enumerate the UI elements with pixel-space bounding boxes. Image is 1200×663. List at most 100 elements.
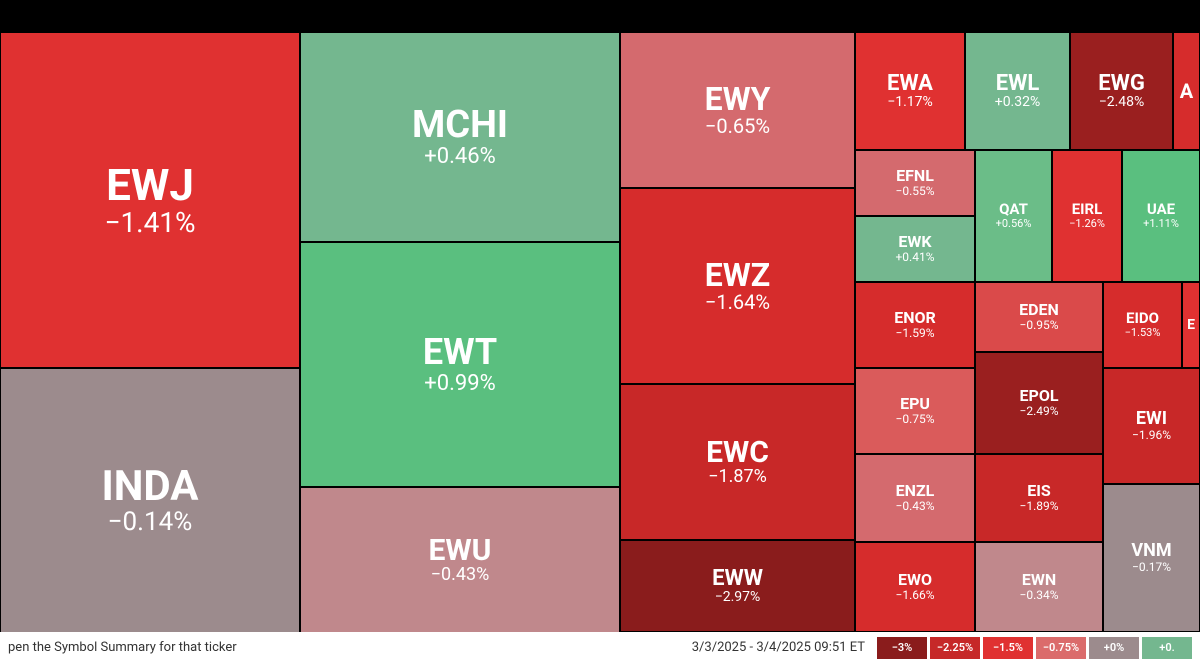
- cell-ticker: EPU: [900, 396, 930, 413]
- treemap-cell-eido[interactable]: EIDO−1.53%: [1103, 282, 1182, 368]
- treemap-cell-ewz[interactable]: EWZ−1.64%: [620, 188, 855, 384]
- treemap-cell-ewo[interactable]: EWO−1.66%: [855, 542, 975, 632]
- cell-change: −1.64%: [705, 292, 770, 313]
- cell-ticker: EWI: [1136, 410, 1167, 429]
- footer-bar: pen the Symbol Summary for that ticker 3…: [0, 632, 1200, 663]
- treemap-cell-a[interactable]: A: [1173, 32, 1200, 150]
- cell-ticker: EIS: [1027, 483, 1051, 500]
- legend-swatch: +0%: [1089, 637, 1139, 659]
- cell-change: −1.26%: [1069, 218, 1105, 230]
- cell-change: −1.89%: [1019, 500, 1058, 513]
- cell-change: −0.17%: [1132, 561, 1171, 574]
- cell-ticker: EIDO: [1126, 311, 1159, 327]
- cell-ticker: EWO: [898, 572, 932, 589]
- cell-ticker: EWG: [1098, 72, 1145, 95]
- cell-ticker: EFNL: [896, 168, 934, 185]
- cell-change: −0.65%: [705, 116, 770, 137]
- cell-ticker: EWN: [1022, 572, 1056, 589]
- cell-change: −0.14%: [108, 509, 193, 536]
- cell-ticker: EWT: [423, 334, 497, 372]
- legend-swatch: −1.5%: [983, 637, 1033, 659]
- treemap-cell-ewy[interactable]: EWY−0.65%: [620, 32, 855, 188]
- cell-ticker: EIRL: [1072, 202, 1103, 218]
- cell-change: −1.17%: [887, 95, 933, 110]
- treemap-cell-ewg[interactable]: EWG−2.48%: [1070, 32, 1173, 150]
- cell-change: −1.53%: [1125, 327, 1161, 339]
- cell-change: −1.59%: [895, 327, 934, 340]
- treemap-cell-ewc[interactable]: EWC−1.87%: [620, 384, 855, 540]
- legend-swatch: +0.: [1142, 637, 1192, 659]
- treemap-cell-ewi[interactable]: EWI−1.96%: [1103, 368, 1200, 484]
- cell-ticker: EWK: [898, 234, 931, 251]
- cell-change: −1.96%: [1132, 429, 1171, 442]
- cell-ticker: E: [1187, 318, 1195, 333]
- treemap-cell-eden[interactable]: EDEN−0.95%: [975, 282, 1103, 352]
- treemap-cell-ewk[interactable]: EWK+0.41%: [855, 216, 975, 282]
- cell-change: +0.56%: [996, 218, 1032, 230]
- cell-ticker: INDA: [101, 465, 198, 509]
- treemap-cell-ewn[interactable]: EWN−0.34%: [975, 542, 1103, 632]
- footer-timestamp: 3/3/2025 - 3/4/2025 09:51 ET: [692, 640, 865, 655]
- treemap-cell-ewt[interactable]: EWT+0.99%: [300, 242, 620, 487]
- legend-swatch: −0.75%: [1036, 637, 1086, 659]
- legend-swatch: −3%: [877, 637, 927, 659]
- cell-ticker: A: [1180, 81, 1193, 102]
- cell-change: −0.55%: [895, 185, 934, 198]
- treemap-cell-enor[interactable]: ENOR−1.59%: [855, 282, 975, 368]
- treemap-cell-qat[interactable]: QAT+0.56%: [975, 150, 1052, 282]
- cell-change: −0.34%: [1019, 589, 1058, 602]
- cell-ticker: MCHI: [412, 106, 508, 146]
- cell-ticker: EWC: [706, 437, 769, 469]
- cell-ticker: EPOL: [1020, 388, 1059, 405]
- treemap-cell-inda[interactable]: INDA−0.14%: [0, 368, 300, 633]
- treemap-cell-ewu[interactable]: EWU−0.43%: [300, 487, 620, 633]
- treemap-cell-efnl[interactable]: EFNL−0.55%: [855, 150, 975, 216]
- cell-ticker: ENZL: [896, 483, 935, 500]
- cell-change: −0.43%: [431, 566, 490, 585]
- cell-ticker: VNM: [1131, 542, 1171, 561]
- cell-change: +1.11%: [1143, 218, 1179, 230]
- cell-change: −2.48%: [1099, 95, 1145, 110]
- cell-change: −0.43%: [895, 500, 934, 513]
- cell-change: −0.95%: [1019, 319, 1058, 332]
- cell-ticker: EWW: [712, 567, 763, 590]
- treemap-cell-ewa[interactable]: EWA−1.17%: [855, 32, 965, 150]
- treemap-cell-eis[interactable]: EIS−1.89%: [975, 454, 1103, 542]
- cell-change: −1.87%: [708, 468, 767, 487]
- treemap-cell-eww[interactable]: EWW−2.97%: [620, 540, 855, 632]
- cell-ticker: EWZ: [705, 259, 770, 293]
- cell-change: +0.32%: [995, 95, 1041, 110]
- treemap-cell-epu[interactable]: EPU−0.75%: [855, 368, 975, 454]
- color-legend: −3%−2.25%−1.5%−0.75%+0%+0.: [877, 637, 1192, 659]
- etf-treemap: EWJ−1.41%INDA−0.14%MCHI+0.46%EWT+0.99%EW…: [0, 0, 1200, 632]
- treemap-cell-mchi[interactable]: MCHI+0.46%: [300, 32, 620, 242]
- cell-change: +0.99%: [424, 372, 496, 395]
- cell-change: −1.41%: [104, 208, 195, 237]
- cell-change: −2.49%: [1019, 405, 1058, 418]
- treemap-cell-vnm[interactable]: VNM−0.17%: [1103, 484, 1200, 632]
- cell-change: −2.97%: [715, 590, 761, 605]
- cell-ticker: EWU: [429, 535, 492, 567]
- treemap-cell-eirl[interactable]: EIRL−1.26%: [1052, 150, 1122, 282]
- cell-ticker: UAE: [1147, 202, 1175, 218]
- cell-ticker: QAT: [999, 202, 1028, 218]
- cell-ticker: EWY: [705, 83, 771, 117]
- treemap-cell-e[interactable]: E: [1182, 282, 1200, 368]
- cell-change: −0.75%: [895, 413, 934, 426]
- cell-change: +0.41%: [896, 251, 935, 264]
- cell-ticker: EWL: [996, 72, 1040, 95]
- cell-change: −1.66%: [895, 589, 934, 602]
- treemap-cell-ewj[interactable]: EWJ−1.41%: [0, 32, 300, 368]
- legend-swatch: −2.25%: [930, 637, 980, 659]
- cell-ticker: EDEN: [1019, 302, 1059, 319]
- cell-ticker: EWA: [887, 72, 933, 95]
- treemap-cell-enzl[interactable]: ENZL−0.43%: [855, 454, 975, 542]
- footer-hint: pen the Symbol Summary for that ticker: [8, 640, 237, 655]
- cell-change: +0.46%: [424, 145, 496, 168]
- treemap-cell-ewl[interactable]: EWL+0.32%: [965, 32, 1070, 150]
- treemap-cell-uae[interactable]: UAE+1.11%: [1122, 150, 1200, 282]
- treemap-cell-epol[interactable]: EPOL−2.49%: [975, 352, 1103, 454]
- cell-ticker: ENOR: [894, 310, 936, 327]
- footer-right: 3/3/2025 - 3/4/2025 09:51 ET −3%−2.25%−1…: [692, 637, 1192, 659]
- cell-ticker: EWJ: [106, 162, 194, 208]
